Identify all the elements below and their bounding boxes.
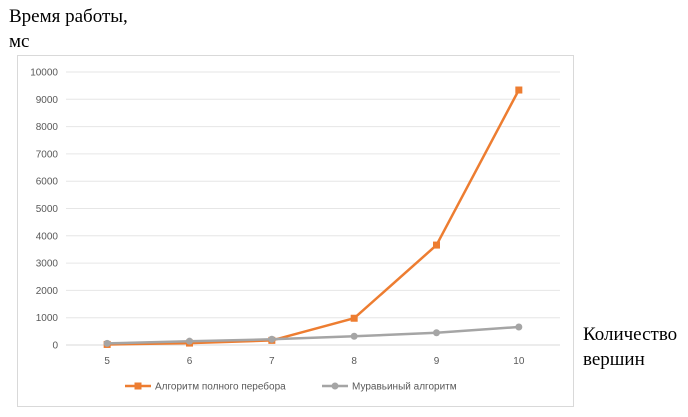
data-point bbox=[186, 337, 193, 345]
x-axis-title: Количество вершин bbox=[583, 324, 678, 370]
data-point bbox=[433, 241, 440, 249]
data-point bbox=[350, 332, 358, 340]
y-tick-label: 0 bbox=[52, 341, 58, 352]
x-tick-label: 10 bbox=[513, 356, 525, 367]
series-line-0 bbox=[107, 89, 520, 346]
x-tick-label: 6 bbox=[187, 356, 193, 367]
x-tick-label: 7 bbox=[269, 356, 275, 367]
series-lines bbox=[103, 86, 523, 348]
chart-frame bbox=[17, 55, 574, 407]
y-tick-label: 2000 bbox=[36, 286, 59, 297]
legend: Алгоритм полного перебора Муравьиный алго… bbox=[125, 381, 457, 393]
y-tick-label: 6000 bbox=[36, 177, 59, 188]
y-tick-label: 10000 bbox=[30, 68, 58, 79]
data-point bbox=[268, 335, 276, 343]
y-tick-label: 1000 bbox=[36, 313, 59, 324]
x-tick-label: 8 bbox=[351, 356, 357, 367]
legend-label: Муравьиный алгоритм bbox=[352, 382, 457, 393]
data-point bbox=[515, 323, 523, 331]
y-tick-label: 8000 bbox=[36, 122, 59, 133]
series-line-1 bbox=[107, 325, 519, 345]
legend-marker bbox=[134, 382, 142, 390]
y-tick-labels: 0 1000 2000 3000 4000 5000 6000 7000 8000 9000 100… bbox=[30, 68, 58, 352]
legend-marker bbox=[331, 382, 339, 390]
legend-label: Алгоритм полного перебора bbox=[155, 381, 286, 393]
y-tick-label: 7000 bbox=[36, 149, 59, 160]
y-axis-title: Время работы, мс bbox=[9, 6, 128, 52]
y-tick-label: 3000 bbox=[36, 259, 59, 270]
y-tick-label: 4000 bbox=[36, 231, 59, 242]
y-tick-label: 9000 bbox=[36, 95, 59, 106]
data-point bbox=[433, 329, 440, 337]
data-point bbox=[515, 86, 523, 94]
data-point bbox=[350, 314, 358, 322]
x-tick-label: 9 bbox=[434, 356, 440, 367]
y-tick-label: 5000 bbox=[36, 204, 59, 215]
gridlines bbox=[66, 71, 560, 346]
x-tick-labels: 5 6 7 8 9 10 bbox=[104, 356, 524, 367]
x-tick-label: 5 bbox=[104, 356, 110, 367]
data-point bbox=[103, 339, 111, 347]
